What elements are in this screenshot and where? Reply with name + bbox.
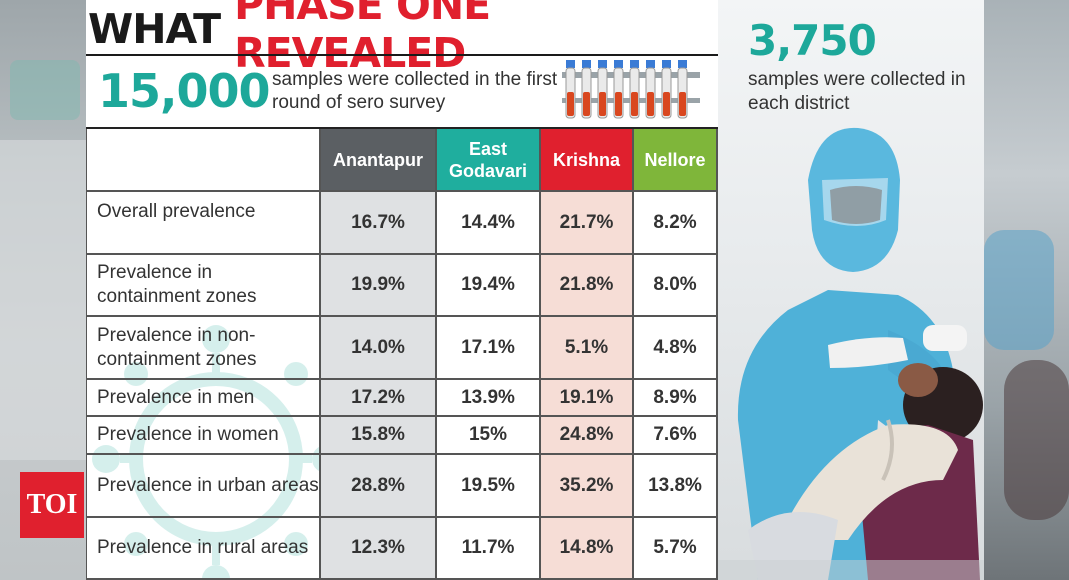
- header-krishna: Krishna: [541, 129, 634, 192]
- prevalence-table: Anantapur East Godavari Krishna Nellore …: [86, 127, 718, 580]
- table-row: Prevalence in non-containment zones 14.0…: [86, 317, 718, 380]
- cell-krishna: 21.7%: [541, 192, 634, 255]
- cell-anantapur: 19.9%: [321, 255, 437, 317]
- headline: WHAT PHASE ONE REVEALED: [86, 0, 718, 77]
- cell-anantapur: 17.2%: [321, 380, 437, 417]
- table-row: Prevalence in men 17.2% 13.9% 19.1% 8.9%: [86, 380, 718, 417]
- cell-krishna: 5.1%: [541, 317, 634, 380]
- cell-krishna: 35.2%: [541, 455, 634, 518]
- header-east-godavari: East Godavari: [437, 129, 541, 192]
- cell-krishna: 21.8%: [541, 255, 634, 317]
- blurred-background-right: [984, 0, 1069, 580]
- cell-east-godavari: 15%: [437, 417, 541, 455]
- headline-part-1: WHAT: [88, 5, 221, 53]
- cell-nellore: 7.6%: [634, 417, 718, 455]
- row-label: Prevalence in rural areas: [86, 518, 321, 580]
- table-row: Prevalence in containment zones 19.9% 19…: [86, 255, 718, 317]
- table-row: Prevalence in women 15.8% 15% 24.8% 7.6%: [86, 417, 718, 455]
- cell-nellore: 13.8%: [634, 455, 718, 518]
- cell-anantapur: 12.3%: [321, 518, 437, 580]
- total-samples-text: samples were collected in the first roun…: [272, 69, 558, 113]
- row-label: Prevalence in non-containment zones: [86, 317, 321, 380]
- cell-east-godavari: 19.4%: [437, 255, 541, 317]
- cell-east-godavari: 17.1%: [437, 317, 541, 380]
- table-row: Prevalence in rural areas 12.3% 11.7% 14…: [86, 518, 718, 580]
- total-samples-number: 15,000: [98, 64, 271, 118]
- row-label: Prevalence in containment zones: [86, 255, 321, 317]
- infographic: WHAT PHASE ONE REVEALED 15,000 samples w…: [86, 0, 984, 580]
- header-anantapur: Anantapur: [321, 129, 437, 192]
- cell-anantapur: 14.0%: [321, 317, 437, 380]
- header-nellore: Nellore: [634, 129, 718, 192]
- cell-nellore: 4.8%: [634, 317, 718, 380]
- cell-east-godavari: 14.4%: [437, 192, 541, 255]
- row-label: Prevalence in men: [86, 380, 321, 417]
- district-samples-number: 3,750: [748, 16, 877, 65]
- cell-east-godavari: 13.9%: [437, 380, 541, 417]
- table-header-row: Anantapur East Godavari Krishna Nellore: [86, 129, 718, 192]
- header-blank: [86, 129, 321, 192]
- cell-nellore: 8.9%: [634, 380, 718, 417]
- cell-anantapur: 16.7%: [321, 192, 437, 255]
- cell-east-godavari: 19.5%: [437, 455, 541, 518]
- cell-krishna: 24.8%: [541, 417, 634, 455]
- row-label: Prevalence in women: [86, 417, 321, 455]
- cell-nellore: 8.2%: [634, 192, 718, 255]
- right-photo-panel: 3,750 samples were collected in each dis…: [718, 0, 984, 580]
- cell-anantapur: 15.8%: [321, 417, 437, 455]
- headline-underline: [86, 54, 718, 56]
- row-label: Overall prevalence: [86, 192, 321, 255]
- table-row: Prevalence in urban areas 28.8% 19.5% 35…: [86, 455, 718, 518]
- cell-nellore: 8.0%: [634, 255, 718, 317]
- table-row: Overall prevalence 16.7% 14.4% 21.7% 8.2…: [86, 192, 718, 255]
- row-label: Prevalence in urban areas: [86, 455, 321, 518]
- cell-nellore: 5.7%: [634, 518, 718, 580]
- test-tubes-icon: [562, 59, 700, 119]
- cell-anantapur: 28.8%: [321, 455, 437, 518]
- swab-test-photo: [718, 127, 984, 580]
- cell-east-godavari: 11.7%: [437, 518, 541, 580]
- cell-krishna: 14.8%: [541, 518, 634, 580]
- headline-part-2: PHASE ONE REVEALED: [234, 0, 491, 77]
- toi-logo: TOI: [20, 472, 84, 538]
- district-samples-text: samples were collected in each district: [748, 69, 966, 114]
- cell-krishna: 19.1%: [541, 380, 634, 417]
